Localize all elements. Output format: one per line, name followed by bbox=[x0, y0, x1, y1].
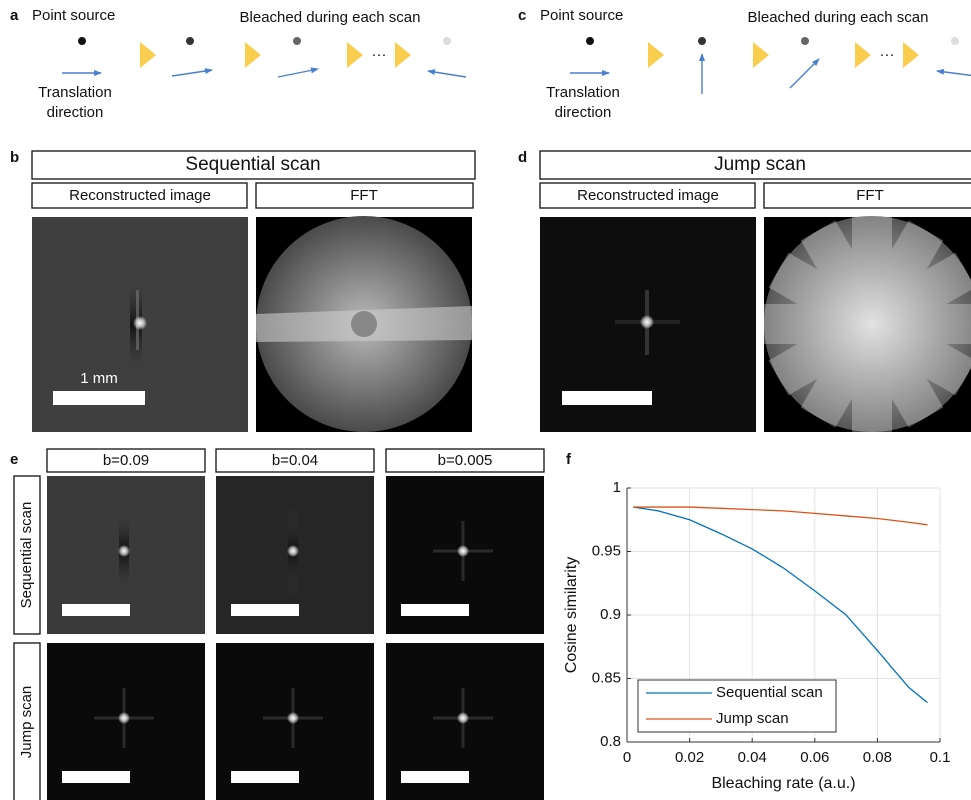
dot bbox=[293, 37, 301, 45]
y-tick-label: 0.8 bbox=[600, 733, 621, 750]
scale-bar bbox=[62, 771, 130, 783]
dot bbox=[951, 37, 959, 45]
scale-bar bbox=[401, 771, 469, 783]
panel-f: f 0.8 0.85 0.9 0.95 1 0 0.02 0.04 0.06 0.08 0.1 Ble… bbox=[563, 451, 950, 792]
legend-label: Sequential scan bbox=[716, 684, 823, 701]
image-tile bbox=[386, 643, 544, 800]
panel-letter: b bbox=[10, 149, 19, 166]
scale-bar bbox=[62, 604, 130, 616]
panel-letter: e bbox=[10, 451, 18, 468]
arrow bbox=[172, 70, 212, 76]
ellipsis: ··· bbox=[880, 46, 895, 63]
triangle bbox=[140, 42, 156, 68]
scale-label: 1 mm bbox=[80, 370, 118, 387]
panel-b: b Sequential scan Reconstructed image FF… bbox=[10, 149, 475, 432]
x-tick-label: 0.06 bbox=[800, 749, 829, 766]
dot bbox=[186, 37, 194, 45]
panel-a: a Point source Bleached during each scan… bbox=[10, 7, 466, 121]
y-tick-label: 1 bbox=[613, 479, 621, 496]
spot bbox=[118, 545, 130, 557]
x-tick-label: 0.02 bbox=[675, 749, 704, 766]
direction-label: direction bbox=[47, 104, 104, 121]
dot bbox=[78, 37, 86, 45]
fft-image bbox=[256, 216, 472, 432]
triangle bbox=[245, 42, 261, 68]
source-label: Point source bbox=[32, 7, 115, 24]
image-tile bbox=[47, 643, 205, 800]
panel-letter: d bbox=[518, 149, 527, 166]
dot bbox=[443, 37, 451, 45]
legend-label: Jump scan bbox=[716, 710, 789, 727]
y-axis-label: Cosine similarity bbox=[563, 557, 580, 673]
scale-bar bbox=[562, 391, 652, 405]
arrow bbox=[937, 71, 971, 76]
panel-c: c Point source Bleached during each scan… bbox=[518, 7, 971, 121]
dot bbox=[586, 37, 594, 45]
direction-label: direction bbox=[555, 104, 612, 121]
x-tick-label: 0 bbox=[623, 749, 631, 766]
image-tile bbox=[386, 476, 544, 634]
spot bbox=[457, 712, 469, 724]
scale-bar bbox=[231, 771, 299, 783]
scale-bar bbox=[53, 391, 145, 405]
image-label: Reconstructed image bbox=[69, 187, 211, 204]
panel-letter: c bbox=[518, 7, 526, 24]
triangle bbox=[855, 42, 871, 68]
series-line bbox=[633, 507, 927, 703]
y-tick-label: 0.9 bbox=[600, 606, 621, 623]
panel-title: Sequential scan bbox=[185, 154, 320, 175]
x-axis-label: Bleaching rate (a.u.) bbox=[711, 775, 855, 792]
spot bbox=[457, 545, 469, 557]
figure: a Point source Bleached during each scan… bbox=[0, 0, 971, 800]
bleach-label: Bleached during each scan bbox=[748, 9, 929, 26]
image-label: Reconstructed image bbox=[577, 187, 719, 204]
scale-bar bbox=[401, 604, 469, 616]
row-label: Sequential scan bbox=[18, 502, 35, 609]
reconstructed-image: 1 mm bbox=[32, 217, 248, 432]
direction-label: Translation bbox=[38, 84, 112, 101]
fft-label: FFT bbox=[350, 187, 378, 204]
panel-letter: a bbox=[10, 7, 19, 24]
source-label: Point source bbox=[540, 7, 623, 24]
column-label: b=0.04 bbox=[272, 452, 318, 469]
arrow bbox=[790, 59, 819, 88]
panel-d: d Jump scan Reconstructed image FFT bbox=[518, 149, 971, 432]
triangle bbox=[648, 42, 664, 68]
reconstructed-image bbox=[540, 217, 756, 432]
triangle bbox=[903, 42, 919, 68]
y-tick-label: 0.95 bbox=[592, 542, 621, 559]
panel-e: e b=0.09 b=0.04 b=0.005 Sequential scan Jump… bbox=[10, 449, 544, 800]
image-tile bbox=[216, 643, 374, 800]
image-tile bbox=[216, 476, 374, 634]
y-tick-label: 0.85 bbox=[592, 669, 621, 686]
direction-label: Translation bbox=[546, 84, 620, 101]
spot bbox=[287, 545, 299, 557]
column-label: b=0.005 bbox=[438, 452, 493, 469]
x-tick-label: 0.08 bbox=[863, 749, 892, 766]
x-tick-label: 0.1 bbox=[930, 749, 951, 766]
triangle bbox=[347, 42, 363, 68]
fft-image bbox=[764, 216, 971, 432]
dot bbox=[698, 37, 706, 45]
dot bbox=[801, 37, 809, 45]
spot bbox=[118, 712, 130, 724]
panel-letter: f bbox=[566, 451, 572, 468]
arrow bbox=[278, 69, 318, 77]
image-tile bbox=[47, 476, 205, 634]
triangle bbox=[753, 42, 769, 68]
column-label: b=0.09 bbox=[103, 452, 149, 469]
bleach-label: Bleached during each scan bbox=[240, 9, 421, 26]
arrow bbox=[428, 71, 466, 77]
fft-label: FFT bbox=[856, 187, 884, 204]
ellipsis: ··· bbox=[372, 46, 387, 63]
triangle bbox=[395, 42, 411, 68]
row-label: Jump scan bbox=[18, 686, 35, 759]
spot bbox=[287, 712, 299, 724]
panel-title: Jump scan bbox=[714, 154, 806, 175]
x-tick-label: 0.04 bbox=[738, 749, 767, 766]
scale-bar bbox=[231, 604, 299, 616]
